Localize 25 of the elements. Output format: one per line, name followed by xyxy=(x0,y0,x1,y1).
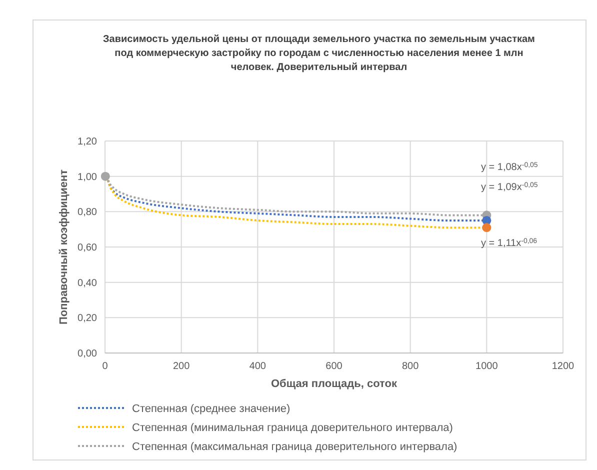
point xyxy=(100,172,110,181)
y-tick-label: 0,20 xyxy=(78,313,98,324)
point xyxy=(482,223,492,232)
legend-label: Степенная (минимальная граница доверительного интервала) xyxy=(132,422,453,434)
legend-label: Степенная (среднее значение) xyxy=(132,402,290,415)
x-tick-label: 1200 xyxy=(552,361,575,372)
x-tick-label: 1000 xyxy=(476,361,498,372)
x-axis-title: Общая площадь, соток xyxy=(271,378,398,390)
annotation: y = 1,09x$^{-0,05}$ xyxy=(481,182,538,193)
y-tick-label: 0,60 xyxy=(78,242,98,254)
annotation: y = 1,08x$^{-0,05}$ xyxy=(481,162,538,173)
legend-label: Степенная (максимальная граница доверительного интервала) xyxy=(132,440,458,453)
chart-title: Зависимость удельной цены от площади земельного участка по земельным участкам под коммерческую застройку по городам с численностью населения менее 1 млн человек. Доверительный интервал xyxy=(103,34,535,73)
x-tick-label: 0 xyxy=(102,361,108,372)
y-tick-label: 1,20 xyxy=(78,136,98,148)
y-tick-label: 1,00 xyxy=(78,172,98,183)
x-tick-label: 800 xyxy=(402,361,420,372)
y-tick-label: 0,00 xyxy=(78,348,98,360)
y-axis-title: Поправочный коэффициент xyxy=(58,168,70,325)
annotation: y = 1,11x$^{-0,06}$ xyxy=(481,238,538,249)
y-tick-label: 0,80 xyxy=(78,207,98,218)
x-tick-label: 600 xyxy=(326,361,343,372)
y-tick-label: 0,40 xyxy=(78,278,98,289)
x-tick-label: 200 xyxy=(172,361,190,372)
x-tick-label: 400 xyxy=(249,361,266,372)
